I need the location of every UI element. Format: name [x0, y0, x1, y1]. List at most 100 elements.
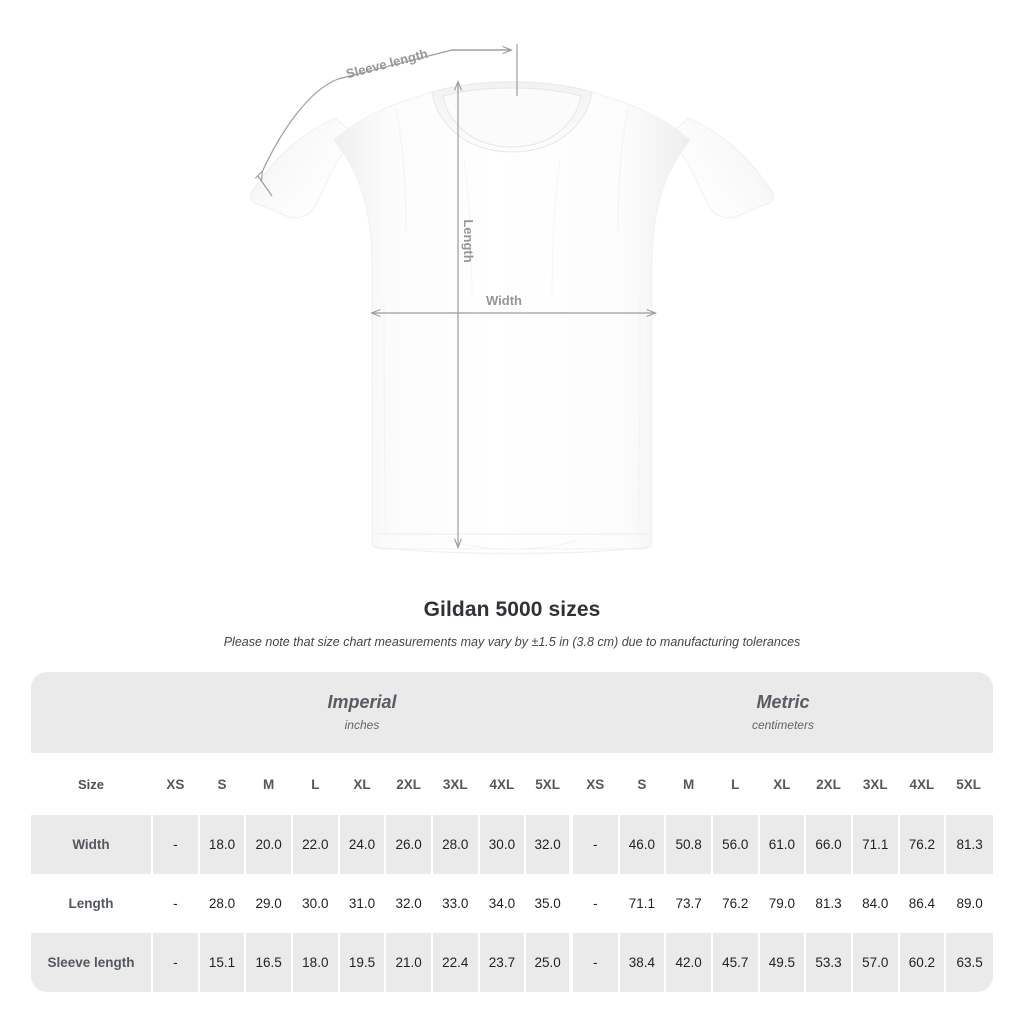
table-row: Width -18.0 20.0 22.0 24.0 26.0 28.0 30.0 32.0-4…: [31, 815, 993, 874]
size-header-imperial-4xl: 4XL: [479, 753, 527, 815]
tolerance-note: Please note that size chart measurements…: [223, 635, 801, 649]
size-header-metric-4xl: 4XL: [899, 753, 947, 815]
unit-header-metric: Metric centimeters: [572, 672, 993, 753]
size-table: Imperial inches Metric centimeters Size XS S M L…: [31, 672, 993, 992]
row-label-width: Width: [31, 815, 154, 874]
cell-width-imperial-5xl: 32.0: [526, 815, 573, 874]
unit-header-spacer: [31, 672, 154, 753]
size-header-metric-5xl: 5XL: [946, 753, 993, 815]
cell-sleeve-length-imperial-5xl: 25.0: [526, 933, 573, 992]
cell-length-metric-5xl: 89.0: [946, 874, 993, 933]
cell-width-metric-2xl: 66.0: [806, 815, 853, 874]
cell-width-metric-xl: 61.0: [759, 815, 807, 874]
cell-length-imperial-l: 30.0: [292, 874, 340, 933]
size-header-imperial-s: S: [199, 753, 247, 815]
cell-sleeve-length-imperial-s: 15.1: [199, 933, 247, 992]
tshirt-illustration: Sleeve length Length Width: [249, 44, 775, 555]
size-header-metric-3xl: 3XL: [852, 753, 900, 815]
unit-name: Imperial: [327, 691, 397, 712]
size-header-metric-xl: XL: [759, 753, 807, 815]
cell-width-metric-m: 50.8: [666, 815, 713, 874]
page-title: Gildan 5000 sizes: [423, 598, 601, 621]
cell-sleeve-length-metric-2xl: 53.3: [806, 933, 853, 992]
row-label-length: Length: [31, 874, 154, 933]
size-header-imperial-2xl: 2XL: [386, 753, 433, 815]
size-header-metric-s: S: [619, 753, 667, 815]
cell-sleeve-length-metric-l: 45.7: [712, 933, 760, 992]
cell-length-metric-xl: 79.0: [759, 874, 807, 933]
size-column-header: Size: [31, 753, 154, 815]
cell-sleeve-length-imperial-xs: -: [153, 933, 200, 992]
cell-width-imperial-2xl: 26.0: [386, 815, 433, 874]
table-row: Sleeve length -15.1 16.5 18.0 19.5 21.0 22.4 23…: [31, 933, 993, 992]
cell-sleeve-length-metric-m: 42.0: [666, 933, 713, 992]
unit-header-imperial: Imperial inches: [153, 672, 573, 753]
size-header-metric-xs: XS: [572, 753, 620, 815]
size-header-imperial-l: L: [292, 753, 340, 815]
cell-length-metric-3xl: 84.0: [852, 874, 900, 933]
cell-sleeve-length-imperial-3xl: 22.4: [432, 933, 480, 992]
cell-length-imperial-2xl: 32.0: [386, 874, 433, 933]
cell-length-metric-2xl: 81.3: [806, 874, 853, 933]
cell-sleeve-length-metric-5xl: 63.5: [946, 933, 993, 992]
cell-width-metric-3xl: 71.1: [852, 815, 900, 874]
row-label-sleeve-length: Sleeve length: [31, 933, 154, 992]
cell-length-imperial-m: 29.0: [246, 874, 293, 933]
cell-length-imperial-xl: 31.0: [339, 874, 387, 933]
size-header-imperial-xs: XS: [153, 753, 200, 815]
width-label: Width: [486, 293, 522, 308]
cell-length-metric-4xl: 86.4: [899, 874, 947, 933]
cell-width-imperial-xs: -: [153, 815, 200, 874]
cell-width-metric-l: 56.0: [712, 815, 760, 874]
cell-sleeve-length-metric-xl: 49.5: [759, 933, 807, 992]
cell-width-metric-s: 46.0: [619, 815, 667, 874]
cell-length-imperial-s: 28.0: [199, 874, 247, 933]
sleeve-length-label: Sleeve length: [344, 46, 429, 82]
cell-sleeve-length-metric-3xl: 57.0: [852, 933, 900, 992]
unit-subtitle: inches: [344, 718, 380, 733]
cell-width-imperial-4xl: 30.0: [479, 815, 527, 874]
size-table-container: Imperial inches Metric centimeters Size XS S M L…: [31, 672, 993, 992]
unit-header-row: Imperial inches Metric centimeters: [31, 672, 993, 753]
size-header-imperial-m: M: [246, 753, 293, 815]
tshirt-shape: [249, 81, 775, 555]
cell-width-imperial-l: 22.0: [292, 815, 340, 874]
cell-sleeve-length-imperial-m: 16.5: [246, 933, 293, 992]
unit-name: Metric: [756, 691, 810, 712]
cell-sleeve-length-imperial-l: 18.0: [292, 933, 340, 992]
cell-width-imperial-s: 18.0: [199, 815, 247, 874]
size-header-metric-2xl: 2XL: [806, 753, 853, 815]
title-block: Gildan 5000 sizes Please note that size …: [0, 598, 1024, 649]
unit-subtitle: centimeters: [751, 718, 814, 733]
cell-length-imperial-4xl: 34.0: [479, 874, 527, 933]
cell-length-metric-l: 76.2: [712, 874, 760, 933]
cell-length-metric-xs: -: [572, 874, 620, 933]
cell-sleeve-length-imperial-xl: 19.5: [339, 933, 387, 992]
size-header-metric-l: L: [712, 753, 760, 815]
width-annotation: Width: [372, 293, 655, 313]
size-header-row: Size XS S M L XL 2XL 3XL 4XL 5XL XS S M L XL 2XL 3XL 4XL 5…: [31, 753, 993, 815]
cell-width-imperial-m: 20.0: [246, 815, 293, 874]
cell-length-metric-m: 73.7: [666, 874, 713, 933]
cell-sleeve-length-metric-s: 38.4: [619, 933, 667, 992]
cell-length-imperial-3xl: 33.0: [432, 874, 480, 933]
length-label: Length: [461, 219, 476, 262]
cell-sleeve-length-metric-xs: -: [572, 933, 620, 992]
cell-sleeve-length-imperial-4xl: 23.7: [479, 933, 527, 992]
cell-sleeve-length-metric-4xl: 60.2: [899, 933, 947, 992]
cell-width-imperial-3xl: 28.0: [432, 815, 480, 874]
cell-width-metric-xs: -: [572, 815, 620, 874]
cell-width-metric-5xl: 81.3: [946, 815, 993, 874]
size-header-metric-m: M: [666, 753, 713, 815]
size-header-imperial-xl: XL: [339, 753, 387, 815]
cell-length-metric-s: 71.1: [619, 874, 667, 933]
size-header-imperial-5xl: 5XL: [526, 753, 573, 815]
size-header-imperial-3xl: 3XL: [432, 753, 480, 815]
cell-length-imperial-xs: -: [153, 874, 200, 933]
cell-width-metric-4xl: 76.2: [899, 815, 947, 874]
table-row: Length -28.0 29.0 30.0 31.0 32.0 33.0 34.0 35.0-…: [31, 874, 993, 933]
cell-sleeve-length-imperial-2xl: 21.0: [386, 933, 433, 992]
cell-width-imperial-xl: 24.0: [339, 815, 387, 874]
cell-length-imperial-5xl: 35.0: [526, 874, 573, 933]
